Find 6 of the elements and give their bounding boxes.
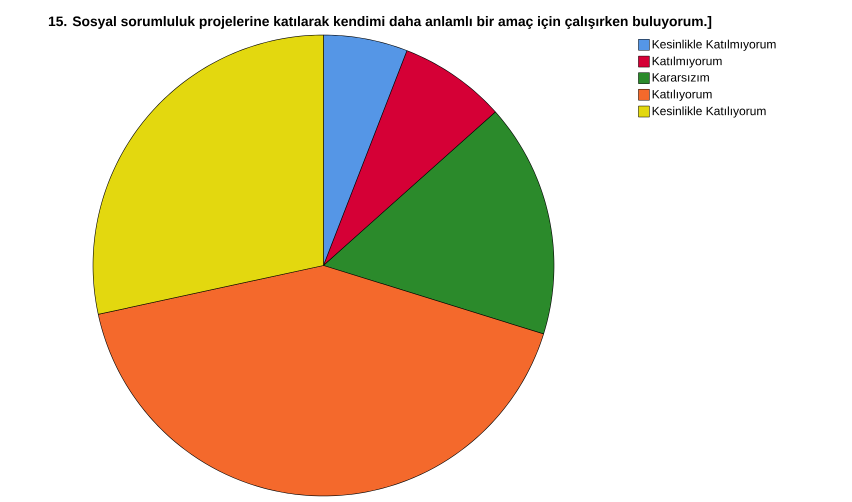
- legend-label: Kararsızım: [652, 73, 709, 82]
- legend-label: Katılıyorum: [652, 90, 712, 101]
- chart-title: 15. Sosyal sorumluluk projelerine katılarak kendimi daha anlamlı bir amaç için çalışırken buluyorum.]: [48, 16, 712, 29]
- legend-label: Kesinlikle Katılmıyorum: [652, 40, 776, 51]
- legend-label: Katılmıyorum: [652, 56, 722, 68]
- legend-label: Kesinlikle Katılıyorum: [652, 106, 766, 118]
